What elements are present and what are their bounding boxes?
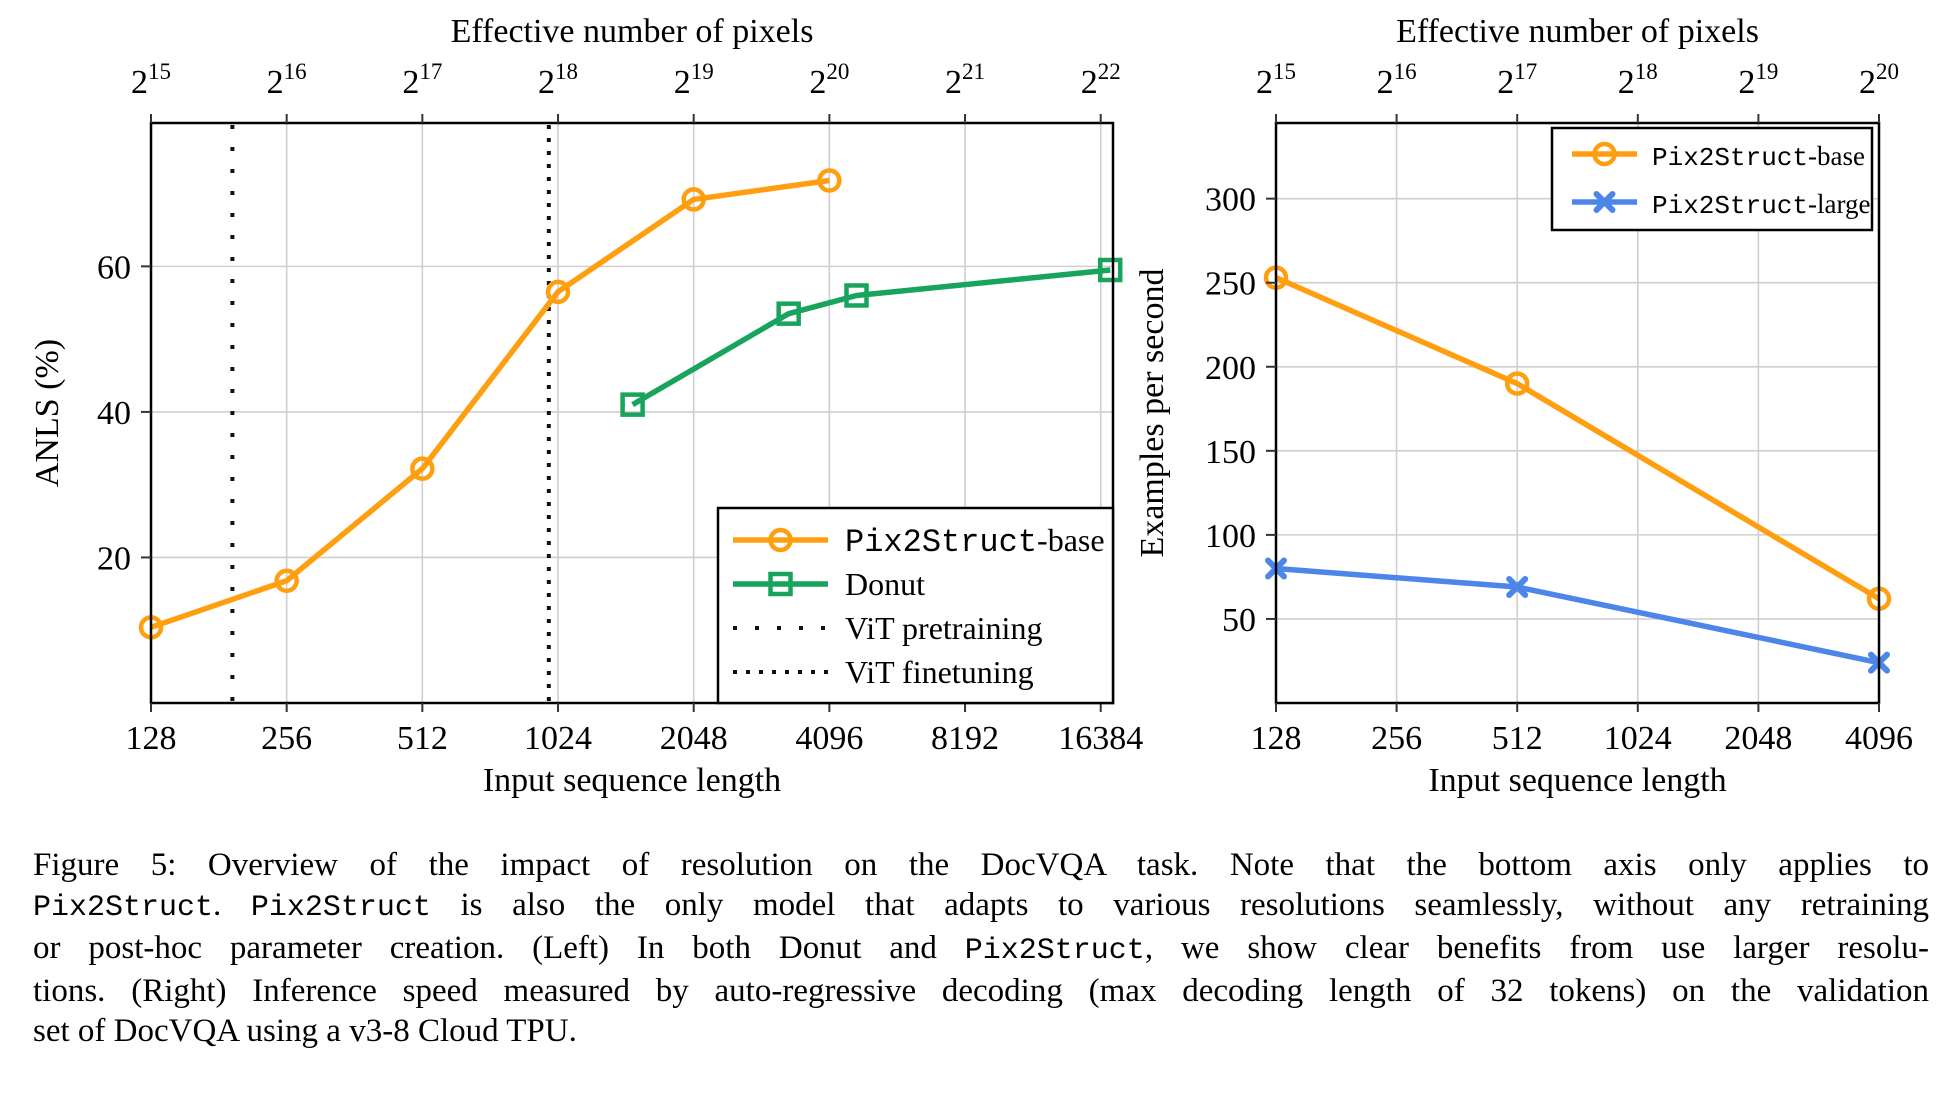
y-tick-label: 50 <box>1222 602 1256 639</box>
caption-line: or post-hoc parameter creation. (Left) I… <box>33 928 1929 971</box>
top-tick-label: 219 <box>1738 59 1778 101</box>
caption-segment: . <box>213 887 251 923</box>
x-tick-label: 16384 <box>1058 720 1143 757</box>
x-tick-label: 1024 <box>524 720 592 757</box>
x-tick-label: 1024 <box>1604 720 1672 757</box>
legend-label: Pix2Struct-base <box>1652 141 1865 173</box>
y-tick-label: 200 <box>1205 350 1256 387</box>
series-donut-marker <box>844 283 869 308</box>
y-tick-label: 250 <box>1205 266 1256 303</box>
plot-border <box>1274 121 1881 705</box>
figure-caption: Figure 5: Overview of the impact of reso… <box>33 845 1929 1051</box>
series-pix2struct-large-marker <box>1506 576 1529 598</box>
caption-segment-code: Pix2Struct <box>33 891 214 925</box>
series-pix2struct-base-marker <box>817 168 842 193</box>
caption-line: set of DocVQA using a v3-8 Cloud TPU. <box>33 1011 1929 1051</box>
y-tick-label: 40 <box>97 395 131 432</box>
caption-segment: Figure 5: Overview of the impact of reso… <box>33 847 1929 883</box>
top-tick-label: 220 <box>1859 59 1899 101</box>
series-pix2struct-base-marker <box>1504 371 1530 396</box>
top-tick-label: 218 <box>1618 59 1658 101</box>
y-tick-label: 150 <box>1205 434 1256 471</box>
top-tick-label: 218 <box>538 59 578 101</box>
plot-border <box>149 121 1115 705</box>
x-axis-title: Input sequence length <box>1428 762 1726 799</box>
caption-segment: set of DocVQA using a v3-8 Cloud TPU. <box>33 1013 577 1049</box>
caption-segment: or post-hoc parameter creation. (Left) I… <box>33 930 965 966</box>
caption-segment-code: Pix2Struct <box>250 891 431 925</box>
series-pix2struct-base-marker <box>545 279 571 305</box>
legend-sample-marker <box>768 571 793 597</box>
series-donut-marker <box>620 392 645 417</box>
legend-label: Pix2Struct-large <box>1652 189 1871 221</box>
left-chart: 128 215 256 216 512 217 1024 218 2048 219 4096 220 8… <box>29 13 1143 799</box>
caption-segment: , we show clear benefits from use larger… <box>1144 930 1929 966</box>
x-tick-label: 512 <box>1492 720 1543 757</box>
caption-segment: tions. (Right) Inference speed measured … <box>33 973 1929 1009</box>
y-axis-title: Examples per second <box>1134 269 1171 558</box>
x-tick-label: 4096 <box>795 720 863 757</box>
series-donut-marker <box>1097 257 1123 283</box>
caption-line: tions. (Right) Inference speed measured … <box>33 971 1929 1011</box>
caption-segment-code: Pix2Struct <box>964 934 1145 968</box>
x-tick-label: 128 <box>1251 720 1302 757</box>
legend-label: Donut <box>845 566 925 602</box>
top-tick-label: 215 <box>131 59 171 101</box>
x-tick-label: 4096 <box>1845 720 1913 757</box>
top-axis-title: Effective number of pixels <box>1396 13 1759 50</box>
series-donut-marker <box>776 301 801 326</box>
top-tick-label: 217 <box>1497 59 1537 101</box>
x-tick-label: 256 <box>261 720 312 757</box>
legend-sample-marker <box>768 527 793 553</box>
series-pix2struct-large-line <box>1275 565 1880 666</box>
legend-label: Pix2Struct-base <box>845 522 1105 561</box>
top-tick-label: 215 <box>1256 59 1296 101</box>
top-tick-label: 217 <box>402 59 442 101</box>
y-axis-title: ANLS (%) <box>29 339 66 487</box>
top-tick-label: 216 <box>267 59 307 101</box>
y-tick-label: 100 <box>1205 518 1256 555</box>
series-pix2struct-base-line <box>150 177 830 630</box>
top-tick-label: 216 <box>1377 59 1417 101</box>
top-axis-title: Effective number of pixels <box>451 13 814 50</box>
series-pix2struct-base-marker <box>681 187 706 212</box>
x-tick-label: 8192 <box>931 720 999 757</box>
x-tick-label: 2048 <box>1724 720 1792 757</box>
legend-label: ViT finetuning <box>845 654 1034 690</box>
series-pix2struct-base-line <box>1274 275 1881 602</box>
top-tick-label: 221 <box>945 59 985 101</box>
top-tick-label: 222 <box>1081 59 1121 101</box>
x-tick-label: 256 <box>1371 720 1422 757</box>
series-pix2struct-base-marker <box>274 568 299 593</box>
legend-sample-marker <box>1592 141 1617 167</box>
caption-line: Pix2Struct. Pix2Struct is also the only … <box>33 885 1929 928</box>
caption-segment: is also the only model that adapts to va… <box>430 887 1929 923</box>
figure-charts: 128 215 256 216 512 217 1024 218 2048 219 4096 220 8… <box>29 13 1913 799</box>
x-axis-title: Input sequence length <box>483 762 781 799</box>
y-tick-label: 60 <box>97 249 131 286</box>
series-pix2struct-base-marker <box>410 456 435 481</box>
x-tick-label: 512 <box>397 720 448 757</box>
x-tick-label: 2048 <box>660 720 728 757</box>
legend-sample-marker <box>1593 191 1616 213</box>
y-tick-label: 20 <box>97 540 131 577</box>
right-chart: 128 215 256 216 512 217 1024 218 2048 219 4096 220 5… <box>1134 13 1913 799</box>
y-tick-label: 300 <box>1205 182 1256 219</box>
legend-label: ViT pretraining <box>845 610 1042 646</box>
x-tick-label: 128 <box>126 720 177 757</box>
top-tick-label: 220 <box>809 59 849 101</box>
series-donut-line <box>631 267 1111 408</box>
top-tick-label: 219 <box>674 59 714 101</box>
caption-line: Figure 5: Overview of the impact of reso… <box>33 845 1929 885</box>
